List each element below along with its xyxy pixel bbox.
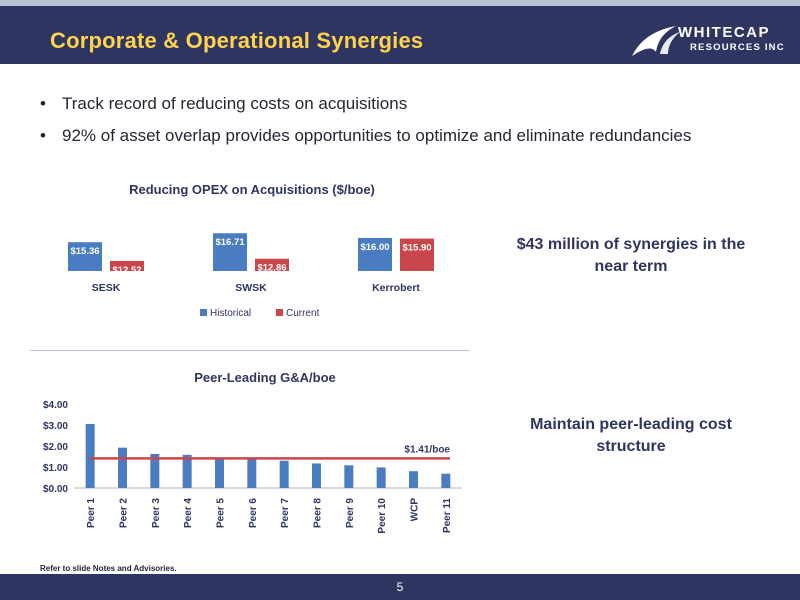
legend-label: Historical (210, 308, 251, 319)
bar-peer (85, 423, 95, 488)
chart-title: Peer-Leading G&A/boe (194, 370, 336, 385)
whitecap-logo: WHITECAP RESOURCES INC (630, 22, 790, 62)
x-tick-label: Peer 11 (442, 498, 453, 533)
bar-peer (279, 460, 289, 488)
data-label: $12.52 (112, 265, 141, 276)
x-tick-label: Peer 6 (248, 498, 259, 528)
bar-peer (182, 454, 192, 488)
bar-peer (215, 458, 224, 488)
opex-chart: Reducing OPEX on Acquisitions ($/boe) $1… (68, 182, 434, 319)
chart-divider (30, 350, 470, 351)
bullet-list: • Track record of reducing costs on acqui… (36, 92, 691, 156)
reference-label: $1.41/boe (404, 444, 450, 455)
logo-subtitle: RESOURCES INC (690, 42, 785, 53)
bar-peer (344, 465, 354, 488)
footer-bar: 5 (0, 574, 800, 600)
cost-structure-callout: Maintain peer-leading cost structure (530, 416, 732, 455)
bullet-item: • 92% of asset overlap provides opportuni… (40, 126, 692, 145)
category-label: SESK (92, 282, 121, 294)
bar-historical (68, 242, 102, 271)
logo-wordmark: WHITECAP (678, 24, 770, 41)
y-tick-label: $1.00 (43, 463, 68, 474)
category-label: Kerrobert (372, 282, 420, 294)
x-tick-label: Peer 5 (216, 498, 227, 528)
bar-peer (409, 471, 418, 488)
bar-peer (150, 453, 160, 488)
x-tick-label: Peer 7 (280, 498, 291, 528)
x-tick-label: WCP (410, 498, 421, 522)
bar-peer (312, 463, 321, 488)
bar-historical (213, 233, 247, 271)
bar-current (110, 260, 144, 271)
data-label: $12.86 (257, 263, 286, 274)
x-tick-label: Peer 4 (183, 498, 194, 528)
bar-peer (441, 473, 451, 488)
data-label: $15.90 (402, 243, 431, 254)
top-accent-line (0, 0, 800, 6)
y-tick-label: $3.00 (43, 421, 68, 432)
footnote: Refer to slide Notes and Advisories. (40, 564, 177, 573)
bar-peer (247, 458, 257, 488)
chart-legend: Historical Current (200, 308, 320, 319)
data-label: $15.36 (70, 246, 99, 257)
data-label: $16.00 (360, 242, 389, 253)
bullet-text: 92% of asset overlap provides opportunit… (62, 126, 692, 145)
bullet-text: Track record of reducing costs on acquis… (62, 94, 408, 113)
page-number: 5 (396, 580, 404, 594)
legend-swatch (200, 309, 207, 316)
bullet-item: • Track record of reducing costs on acqui… (40, 94, 408, 113)
wave-logo-icon (632, 26, 680, 56)
bar-peer (118, 447, 127, 488)
x-tick-label: Peer 3 (151, 498, 162, 528)
x-tick-label: Peer 9 (345, 498, 356, 528)
y-tick-label: $2.00 (43, 442, 68, 453)
data-label: $16.71 (215, 237, 245, 248)
bar-peer (376, 467, 386, 488)
slide-title: Corporate & Operational Synergies (50, 28, 424, 53)
category-label: SWSK (235, 282, 267, 294)
x-tick-label: Peer 1 (86, 498, 97, 528)
synergies-callout: $43 million of synergies in the near ter… (516, 236, 746, 275)
y-tick-label: $0.00 (43, 484, 68, 495)
x-tick-label: Peer 8 (313, 498, 324, 528)
x-tick-label: Peer 2 (119, 498, 130, 528)
x-tick-label: Peer 10 (377, 498, 388, 534)
legend-swatch (276, 309, 283, 316)
ga-chart: Peer-Leading G&A/boe $0.00 $1.00 $2.00 $3.0… (43, 370, 462, 534)
chart-title: Reducing OPEX on Acquisitions ($/boe) (129, 182, 375, 197)
title-bar: Corporate & Operational Synergies WHITEC… (0, 6, 800, 64)
legend-label: Current (286, 308, 320, 319)
bar-current (255, 258, 289, 271)
bar-current (400, 238, 434, 271)
y-tick-label: $4.00 (43, 400, 68, 411)
bar-historical (358, 237, 392, 271)
